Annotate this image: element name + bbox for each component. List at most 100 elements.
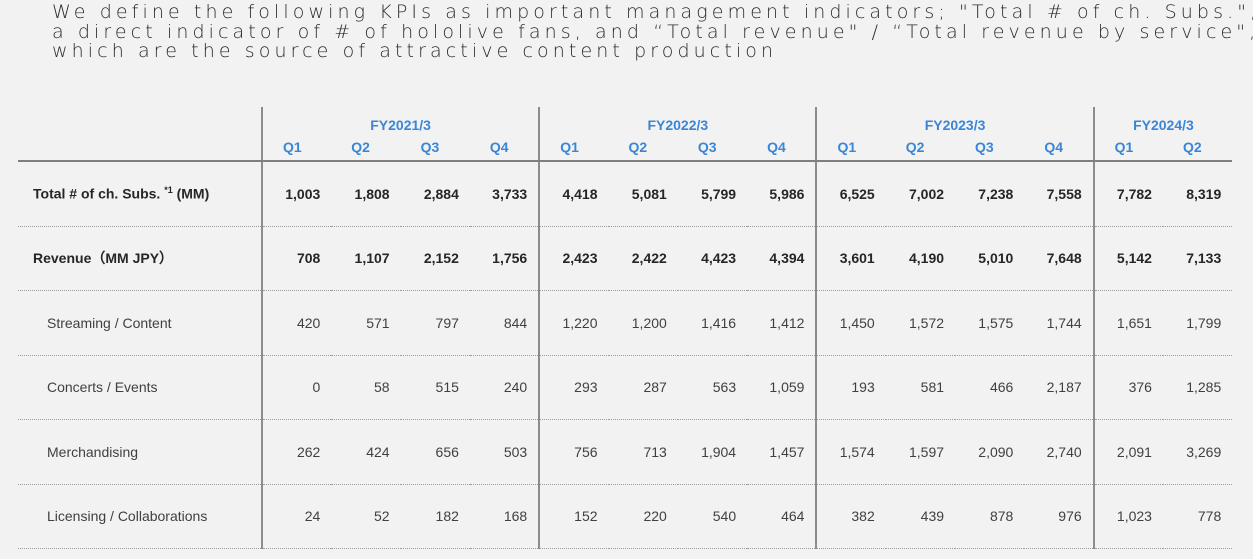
value-cell: 240	[469, 355, 540, 420]
title-line: We define the following KPIs as importan…	[52, 1, 1253, 23]
fy-header: FY2021/3	[260, 107, 540, 133]
corner-cell	[18, 133, 262, 162]
value-cell: 1,450	[815, 290, 886, 356]
row-label: Revenue（MM JPY）	[18, 226, 262, 291]
kpi-table: FY2021/3 FY2022/3 FY2023/3 FY2024/3 Q1 Q2…	[18, 107, 1233, 549]
value-cell: 6,525	[815, 161, 886, 227]
row-label: Streaming / Content	[18, 290, 262, 356]
value-cell: 382	[815, 484, 886, 549]
footnote-marker: *1	[164, 185, 173, 196]
value-cell: 844	[469, 290, 540, 356]
value-cell: 1,572	[885, 290, 956, 356]
value-cell: 5,799	[677, 161, 748, 227]
fy-header: FY2024/3	[1092, 107, 1233, 133]
value-cell: 193	[815, 355, 886, 420]
value-cell: 1,799	[1162, 290, 1233, 356]
table-row: Concerts / Events 0 58 515 240 293 287 563 1,059…	[18, 355, 1233, 420]
row-label: Total # of ch. Subs. *1 (MM)	[18, 161, 262, 227]
quarter-header: Q1	[815, 133, 886, 162]
quarter-header: Q2	[331, 133, 401, 162]
row-label-text: Concerts / Events	[47, 379, 158, 396]
value-cell: 7,782	[1092, 161, 1163, 227]
value-cell: 220	[608, 484, 678, 549]
value-cell: 1,059	[747, 355, 817, 420]
value-cell: 2,884	[400, 161, 470, 227]
row-label-text: Streaming / Content	[47, 314, 172, 331]
value-cell: 1,597	[885, 419, 956, 485]
value-cell: 1,575	[955, 290, 1025, 356]
value-cell: 58	[331, 355, 401, 420]
value-cell: 1,023	[1092, 484, 1163, 549]
quarter-header: Q3	[400, 133, 470, 162]
row-label-text: Merchandising	[47, 443, 139, 460]
value-cell: 0	[260, 355, 332, 420]
quarter-header: Q2	[1162, 133, 1233, 162]
value-cell: 1,412	[747, 290, 817, 356]
value-cell: 1,904	[677, 419, 748, 485]
table-row: Licensing / Collaborations 24 52 182 168 152 2…	[18, 484, 1233, 549]
value-cell: 656	[400, 419, 470, 485]
value-cell: 2,090	[955, 419, 1025, 485]
value-cell: 8,319	[1162, 161, 1233, 227]
table-row: Revenue（MM JPY） 708 1,107 2,152 1,756 2,423 2,…	[18, 226, 1233, 291]
value-cell: 4,394	[747, 226, 817, 291]
row-label-text: Revenue（MM JPY）	[33, 250, 174, 267]
quarter-header: Q3	[955, 133, 1025, 162]
value-cell: 376	[1092, 355, 1163, 420]
value-cell: 464	[747, 484, 817, 549]
value-cell: 5,142	[1092, 226, 1163, 291]
value-cell: 878	[955, 484, 1025, 549]
row-label: Licensing / Collaborations	[18, 484, 262, 549]
value-cell: 2,740	[1024, 419, 1094, 485]
value-cell: 466	[955, 355, 1025, 420]
row-label-text: Licensing / Collaborations	[47, 508, 208, 525]
value-cell: 7,648	[1024, 226, 1094, 291]
value-cell: 581	[885, 355, 956, 420]
value-cell: 503	[469, 419, 540, 485]
value-cell: 5,010	[955, 226, 1025, 291]
row-label: Concerts / Events	[18, 355, 262, 420]
value-cell: 5,986	[747, 161, 817, 227]
value-cell: 540	[677, 484, 748, 549]
corner-cell	[18, 107, 262, 133]
value-cell: 1,651	[1092, 290, 1163, 356]
quarter-header: Q1	[260, 133, 332, 162]
value-cell: 152	[538, 484, 609, 549]
value-cell: 756	[538, 419, 609, 485]
value-cell: 7,558	[1024, 161, 1094, 227]
quarter-header: Q1	[538, 133, 609, 162]
value-cell: 708	[260, 226, 332, 291]
table-row: Merchandising 262 424 656 503 756 713 1,904 1,45…	[18, 419, 1233, 485]
value-cell: 2,187	[1024, 355, 1094, 420]
value-cell: 1,744	[1024, 290, 1094, 356]
quarter-header: Q2	[608, 133, 678, 162]
quarter-header: Q3	[677, 133, 748, 162]
page-title: We define the following KPIs as importan…	[52, 1, 1253, 62]
value-cell: 1,457	[747, 419, 817, 485]
value-cell: 571	[331, 290, 401, 356]
value-cell: 2,422	[608, 226, 678, 291]
value-cell: 5,081	[608, 161, 678, 227]
value-cell: 1,574	[815, 419, 886, 485]
value-cell: 515	[400, 355, 470, 420]
fy-header: FY2023/3	[815, 107, 1094, 133]
value-cell: 293	[538, 355, 609, 420]
row-label: Merchandising	[18, 419, 262, 485]
value-cell: 52	[331, 484, 401, 549]
value-cell: 287	[608, 355, 678, 420]
value-cell: 3,269	[1162, 419, 1233, 485]
row-label-text: Total # of ch. Subs.	[33, 186, 165, 203]
value-cell: 439	[885, 484, 956, 549]
quarter-header: Q4	[1024, 133, 1094, 162]
value-cell: 713	[608, 419, 678, 485]
value-cell: 168	[469, 484, 540, 549]
table-row: Streaming / Content 420 571 797 844 1,220 1,20…	[18, 290, 1233, 356]
value-cell: 1,808	[331, 161, 401, 227]
value-cell: 420	[260, 290, 332, 356]
value-cell: 2,152	[400, 226, 470, 291]
value-cell: 2,091	[1092, 419, 1163, 485]
value-cell: 1,107	[331, 226, 401, 291]
row-label-suffix: (MM)	[172, 186, 210, 203]
value-cell: 2,423	[538, 226, 609, 291]
value-cell: 1,285	[1162, 355, 1233, 420]
